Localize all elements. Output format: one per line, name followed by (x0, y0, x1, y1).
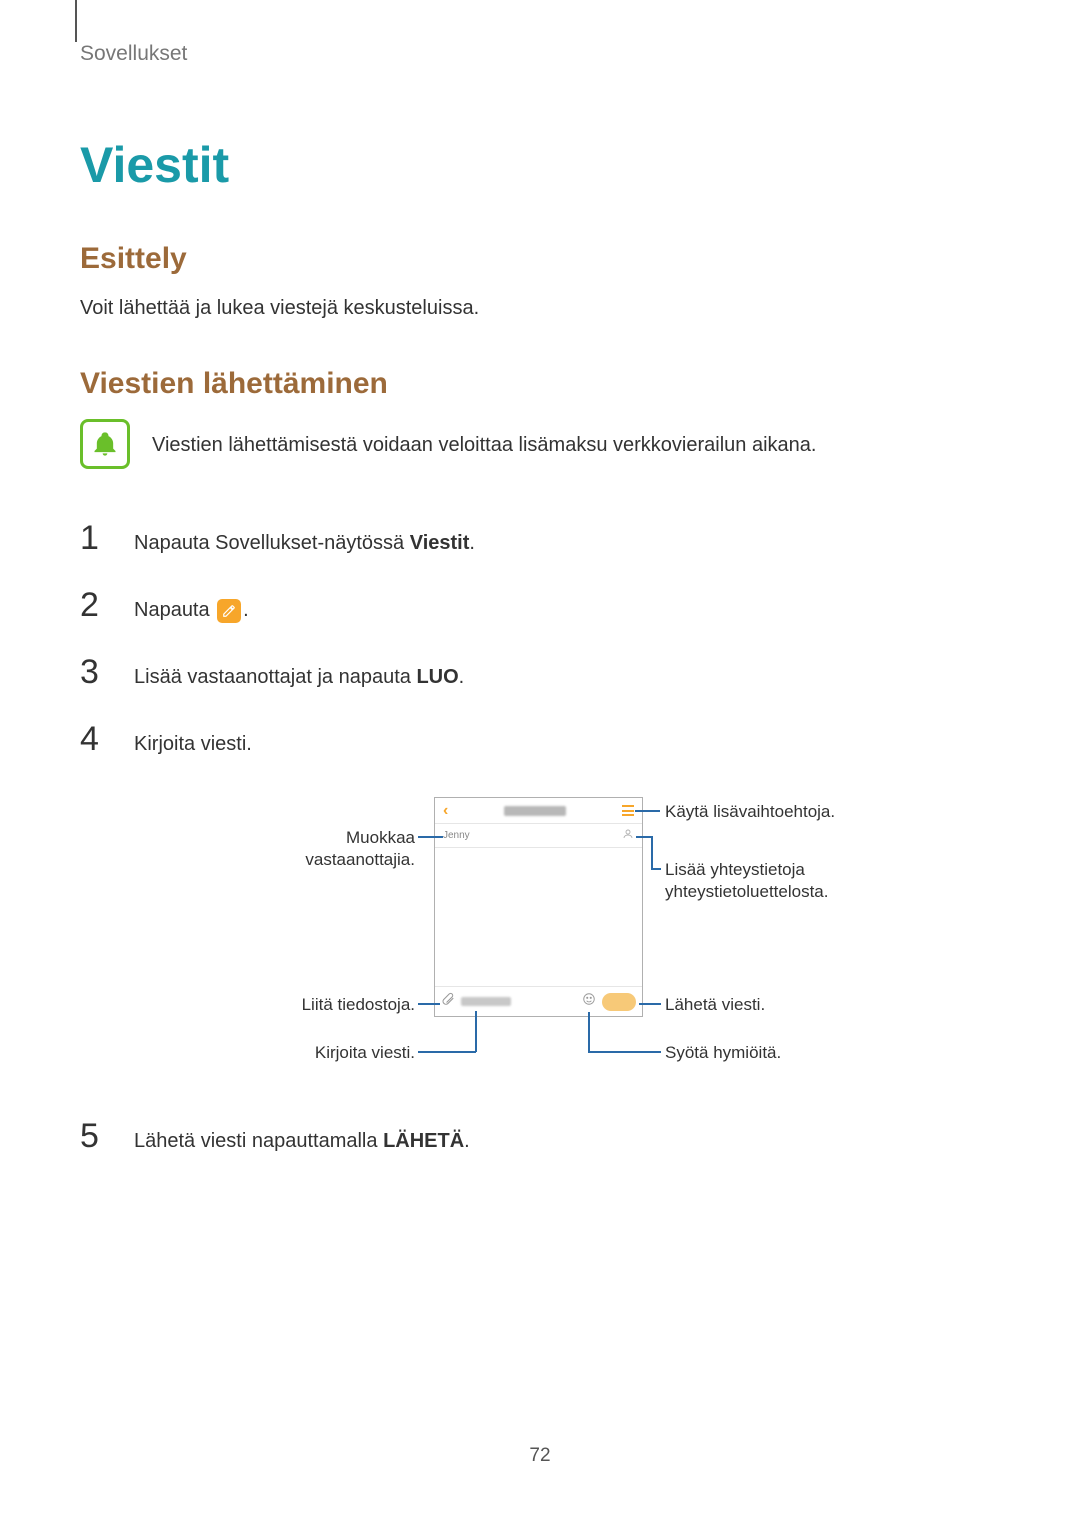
step-list: 1 Napauta Sovellukset-näytössä Viestit. … (80, 519, 1000, 759)
step-suffix: . (459, 666, 465, 688)
step-prefix: Napauta (134, 599, 215, 621)
callout-line (475, 1011, 477, 1052)
callout-line (651, 868, 661, 870)
phone-recipient-row: Jenny (435, 824, 642, 848)
callout-line (418, 1003, 440, 1005)
phone-mockup: ‹ Jenny (434, 797, 643, 1017)
intro-body: Voit lähettää ja lukea viestejä keskuste… (80, 294, 1000, 322)
breadcrumb: Sovellukset (80, 42, 1000, 66)
callout-line (588, 1051, 661, 1053)
contact-icon (622, 828, 634, 843)
step-prefix: Lähetä viesti napauttamalla (134, 1130, 383, 1152)
callout-add-contacts-l1: Lisää yhteystietoja (665, 860, 805, 879)
send-button (602, 993, 636, 1011)
step-text: Kirjoita viesti. (134, 729, 252, 759)
callout-enter-emoji: Syötä hymiöitä. (665, 1042, 781, 1064)
section-heading-intro: Esittely (80, 242, 1000, 276)
step-5: 5 Lähetä viesti napauttamalla LÄHETÄ. (80, 1117, 1000, 1156)
callout-line (636, 836, 652, 838)
section-heading-sending: Viestien lähettäminen (80, 367, 1000, 401)
callout-attach-files: Liitä tiedostoja. (295, 994, 415, 1016)
page-title: Viestit (80, 136, 1000, 194)
step-1: 1 Napauta Sovellukset-näytössä Viestit. (80, 519, 1000, 558)
menu-icon (622, 805, 634, 816)
bell-icon (80, 419, 130, 469)
emoji-icon (582, 992, 596, 1011)
step-number: 4 (80, 720, 110, 759)
page-content: Sovellukset Viestit Esittely Voit lähett… (0, 0, 1080, 1156)
step-text: Lähetä viesti napauttamalla LÄHETÄ. (134, 1126, 470, 1156)
step-bold: Viestit (410, 532, 470, 554)
callout-line (651, 836, 653, 869)
callout-line (635, 810, 660, 812)
step-prefix: Kirjoita viesti. (134, 733, 252, 755)
callout-line (588, 1012, 590, 1052)
attach-icon (441, 992, 455, 1011)
note-row: Viestien lähettämisestä voidaan veloitta… (80, 419, 1000, 469)
step-suffix: . (469, 532, 475, 554)
callout-line (639, 1003, 661, 1005)
step-3: 3 Lisää vastaanottajat ja napauta LUO. (80, 653, 1000, 692)
step-number: 2 (80, 586, 110, 625)
phone-header: ‹ (435, 798, 642, 824)
phone-input-bar (435, 986, 642, 1016)
step-suffix: . (464, 1130, 470, 1152)
callout-line (418, 836, 443, 838)
phone-body (435, 848, 642, 986)
figure-area: ‹ Jenny (80, 787, 1000, 1077)
step-number: 5 (80, 1117, 110, 1156)
note-text: Viestien lähettämisestä voidaan veloitta… (152, 419, 816, 459)
callout-add-contacts: Lisää yhteystietoja yhteystietoluettelos… (665, 859, 828, 903)
step-text: Lisää vastaanottajat ja napauta LUO. (134, 662, 464, 692)
phone-title-blur (504, 806, 566, 816)
step-prefix: Lisää vastaanottajat ja napauta (134, 666, 416, 688)
page-margin-line (75, 0, 77, 42)
step-number: 3 (80, 653, 110, 692)
callout-write-message: Kirjoita viesti. (300, 1042, 415, 1064)
callout-edit-recipients: Muokkaa vastaanottajia. (235, 827, 415, 871)
callout-add-contacts-l2: yhteystietoluettelosta. (665, 882, 828, 901)
compose-icon (217, 599, 241, 623)
step-bold: LUO (416, 666, 458, 688)
step-text: Napauta . (134, 595, 249, 625)
recipient-value: Jenny (443, 830, 470, 841)
page-number: 72 (0, 1445, 1080, 1467)
back-icon: ‹ (443, 802, 448, 820)
step-2: 2 Napauta . (80, 586, 1000, 625)
step-list-cont: 5 Lähetä viesti napauttamalla LÄHETÄ. (80, 1117, 1000, 1156)
callout-send-message: Lähetä viesti. (665, 994, 765, 1016)
step-prefix: Napauta Sovellukset-näytössä (134, 532, 410, 554)
step-text: Napauta Sovellukset-näytössä Viestit. (134, 528, 475, 558)
step-number: 1 (80, 519, 110, 558)
callout-line (418, 1051, 476, 1053)
input-placeholder-blur (461, 997, 511, 1006)
step-suffix: . (243, 599, 249, 621)
step-bold: LÄHETÄ (383, 1130, 464, 1152)
callout-more-options: Käytä lisävaihtoehtoja. (665, 801, 835, 823)
step-4: 4 Kirjoita viesti. (80, 720, 1000, 759)
